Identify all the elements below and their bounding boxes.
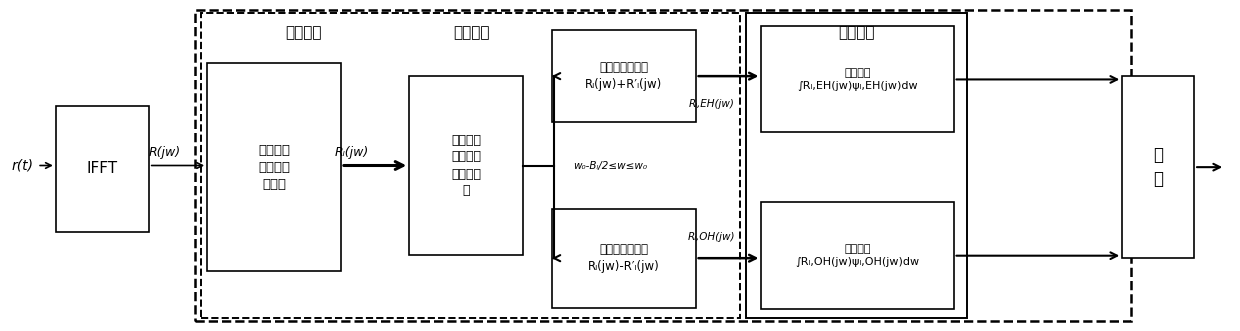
Text: 关于子波
带频率中
心位置对
折: 关于子波 带频率中 心位置对 折: [451, 133, 481, 198]
Text: IFFT: IFFT: [87, 161, 118, 176]
Bar: [761, 26, 954, 132]
Text: R(jw): R(jw): [149, 146, 181, 159]
Text: Rₗ(jw): Rₗ(jw): [335, 146, 370, 159]
Bar: [1122, 76, 1194, 258]
Text: 相干检测
∫Rₗ,EH(jw)ψₗ,EH(jw)dw: 相干检测 ∫Rₗ,EH(jw)ψₗ,EH(jw)dw: [797, 68, 918, 91]
Text: 信号分离: 信号分离: [453, 25, 490, 41]
Text: w₀-Bₗ/2≤w≤w₀: w₀-Bₗ/2≤w≤w₀: [573, 161, 647, 170]
Text: r(t): r(t): [11, 159, 33, 172]
Bar: [207, 63, 341, 271]
Bar: [552, 209, 696, 308]
Bar: [195, 10, 1131, 321]
Text: 判
决: 判 决: [1153, 146, 1163, 188]
Text: 频域检测: 频域检测: [285, 25, 322, 41]
Text: 相加（偶对称）
Rₗ(jw)+R′ₗ(jw): 相加（偶对称） Rₗ(jw)+R′ₗ(jw): [585, 61, 662, 91]
Bar: [56, 106, 149, 232]
Text: 相减（奇对称）
Rₗ(jw)-R′ₗ(jw): 相减（奇对称） Rₗ(jw)-R′ₗ(jw): [588, 243, 660, 273]
Bar: [552, 30, 696, 122]
Text: Rₗ,OH(jw): Rₗ,OH(jw): [688, 232, 735, 242]
Bar: [409, 76, 523, 255]
Bar: [761, 202, 954, 309]
Bar: [201, 13, 740, 318]
Bar: [746, 13, 967, 318]
Text: 信号检测: 信号检测: [838, 25, 875, 41]
Text: 相干检测
∫Rₗ,OH(jw)ψₗ,OH(jw)dw: 相干检测 ∫Rₗ,OH(jw)ψₗ,OH(jw)dw: [795, 244, 920, 267]
Text: Rₗ,EH(jw): Rₗ,EH(jw): [689, 99, 734, 109]
Text: 不同子波
带调制信
号分离: 不同子波 带调制信 号分离: [258, 144, 290, 191]
